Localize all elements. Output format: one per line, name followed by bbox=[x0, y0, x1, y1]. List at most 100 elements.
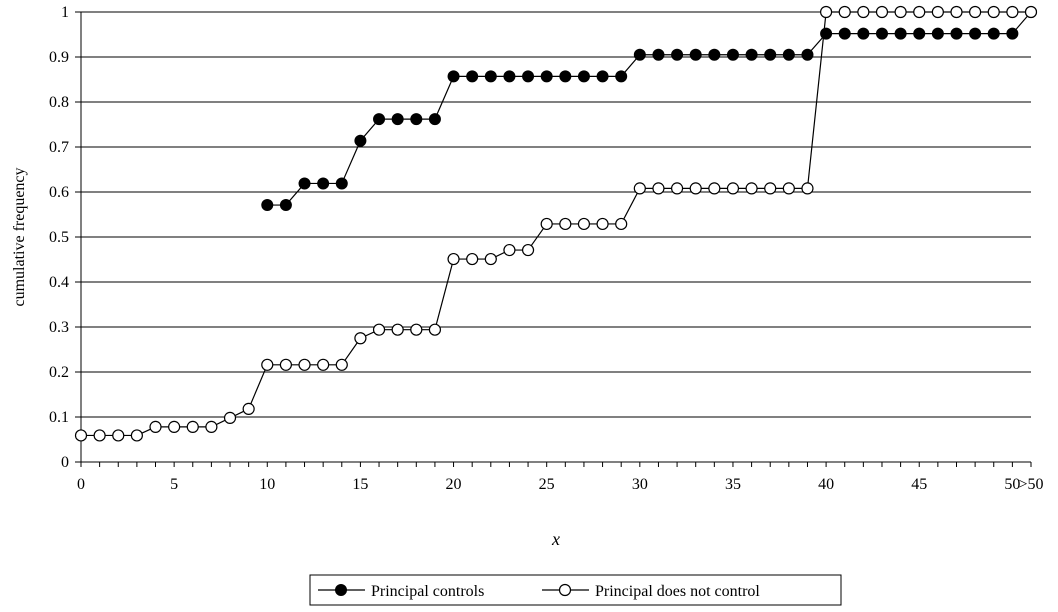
data-point bbox=[913, 5, 926, 19]
data-point bbox=[875, 5, 889, 19]
data-point bbox=[559, 217, 572, 231]
x-axis-title: x bbox=[551, 529, 560, 549]
x-tick-label: 5 bbox=[170, 476, 178, 493]
data-point bbox=[726, 182, 740, 195]
data-point bbox=[149, 420, 162, 433]
data-point bbox=[969, 27, 982, 40]
y-tick-label: 0.5 bbox=[49, 229, 69, 246]
data-point bbox=[391, 113, 404, 126]
data-point bbox=[615, 217, 628, 231]
data-point bbox=[726, 48, 739, 61]
data-point bbox=[130, 429, 143, 442]
data-point bbox=[410, 323, 423, 336]
x-tick-label: 35 bbox=[725, 476, 741, 493]
data-point bbox=[782, 48, 795, 61]
y-tick-label: 0.4 bbox=[49, 274, 69, 291]
data-point bbox=[782, 182, 795, 195]
data-point bbox=[950, 5, 963, 19]
legend-label-principal-controls: Principal controls bbox=[371, 583, 484, 600]
y-tick-label: 0.9 bbox=[49, 49, 69, 66]
data-point bbox=[335, 177, 348, 190]
data-point bbox=[987, 27, 1000, 40]
y-tick-label: 0.3 bbox=[49, 319, 69, 336]
data-point bbox=[93, 429, 106, 442]
data-point bbox=[112, 429, 125, 442]
data-point bbox=[168, 420, 181, 433]
y-axis-ticks: 0 0.1 0.2 0.3 0.4 0.5 0.6 0.7 0.8 0.9 1 bbox=[49, 4, 81, 471]
data-point bbox=[577, 217, 591, 231]
data-point bbox=[74, 429, 88, 442]
data-point bbox=[447, 252, 460, 266]
x-tick-label: 30 bbox=[632, 476, 648, 493]
data-point bbox=[317, 358, 330, 371]
data-point bbox=[875, 27, 888, 40]
data-point bbox=[820, 27, 833, 40]
data-point bbox=[522, 70, 535, 83]
data-point bbox=[372, 323, 386, 336]
data-point bbox=[838, 5, 851, 19]
data-point bbox=[298, 177, 311, 190]
y-tick-label: 0.7 bbox=[49, 139, 69, 156]
data-point bbox=[596, 70, 609, 83]
data-point bbox=[261, 358, 274, 371]
data-point bbox=[354, 134, 367, 147]
data-point bbox=[484, 70, 497, 83]
legend-marker-principal-does-not-control bbox=[558, 583, 572, 597]
data-point bbox=[708, 182, 721, 195]
data-point bbox=[186, 420, 199, 433]
data-point bbox=[987, 5, 1000, 19]
data-point bbox=[708, 48, 721, 61]
data-point bbox=[279, 199, 292, 212]
data-point bbox=[279, 358, 293, 371]
y-tick-label: 0.1 bbox=[49, 409, 69, 426]
legend-marker-principal-controls bbox=[335, 584, 347, 596]
gridlines bbox=[81, 11, 1031, 418]
x-tick-label: 10 bbox=[259, 476, 275, 493]
data-point bbox=[689, 48, 702, 61]
legend-label-principal-does-not-control: Principal does not control bbox=[595, 583, 760, 600]
series-line bbox=[81, 11, 1031, 437]
legend: Principal controls Principal does not co… bbox=[309, 574, 842, 606]
data-point bbox=[969, 5, 982, 19]
data-point bbox=[931, 27, 944, 40]
data-point bbox=[689, 182, 702, 195]
data-point bbox=[540, 70, 553, 83]
data-point bbox=[671, 48, 684, 61]
series-principal-controls bbox=[261, 6, 1037, 212]
x-tick-label: 20 bbox=[446, 476, 462, 493]
data-point bbox=[540, 217, 553, 231]
data-point bbox=[913, 27, 926, 40]
y-tick-label: 0.6 bbox=[49, 184, 69, 201]
data-point bbox=[745, 48, 758, 61]
x-axis-ticks: 0 5 10 15 20 25 30 35 40 45 50>50 bbox=[77, 462, 1044, 493]
data-point bbox=[428, 323, 442, 336]
data-point bbox=[931, 5, 944, 19]
data-point bbox=[447, 70, 460, 83]
data-point bbox=[261, 199, 274, 212]
data-point bbox=[503, 70, 516, 83]
x-tick-label: 50 bbox=[1004, 476, 1020, 493]
data-point bbox=[801, 48, 814, 61]
data-point bbox=[354, 332, 367, 345]
data-point bbox=[317, 177, 330, 190]
data-point bbox=[633, 182, 646, 195]
data-point bbox=[894, 5, 907, 19]
y-tick-label: 0.8 bbox=[49, 94, 69, 111]
data-point bbox=[484, 252, 497, 266]
y-axis-title: cumulative frequency bbox=[11, 167, 28, 306]
y-tick-label: 1 bbox=[61, 4, 69, 21]
data-point bbox=[521, 243, 535, 257]
data-point bbox=[894, 27, 907, 40]
x-tick-label: 45 bbox=[911, 476, 927, 493]
data-point bbox=[559, 70, 572, 83]
data-point bbox=[857, 27, 870, 40]
y-tick-label: 0 bbox=[61, 454, 69, 471]
x-tick-label: 40 bbox=[818, 476, 834, 493]
data-point bbox=[857, 5, 870, 19]
data-point bbox=[577, 70, 590, 83]
data-point bbox=[1006, 27, 1019, 40]
data-point bbox=[428, 113, 441, 126]
series-principal-does-not-control bbox=[74, 5, 1038, 442]
data-point bbox=[670, 182, 684, 195]
